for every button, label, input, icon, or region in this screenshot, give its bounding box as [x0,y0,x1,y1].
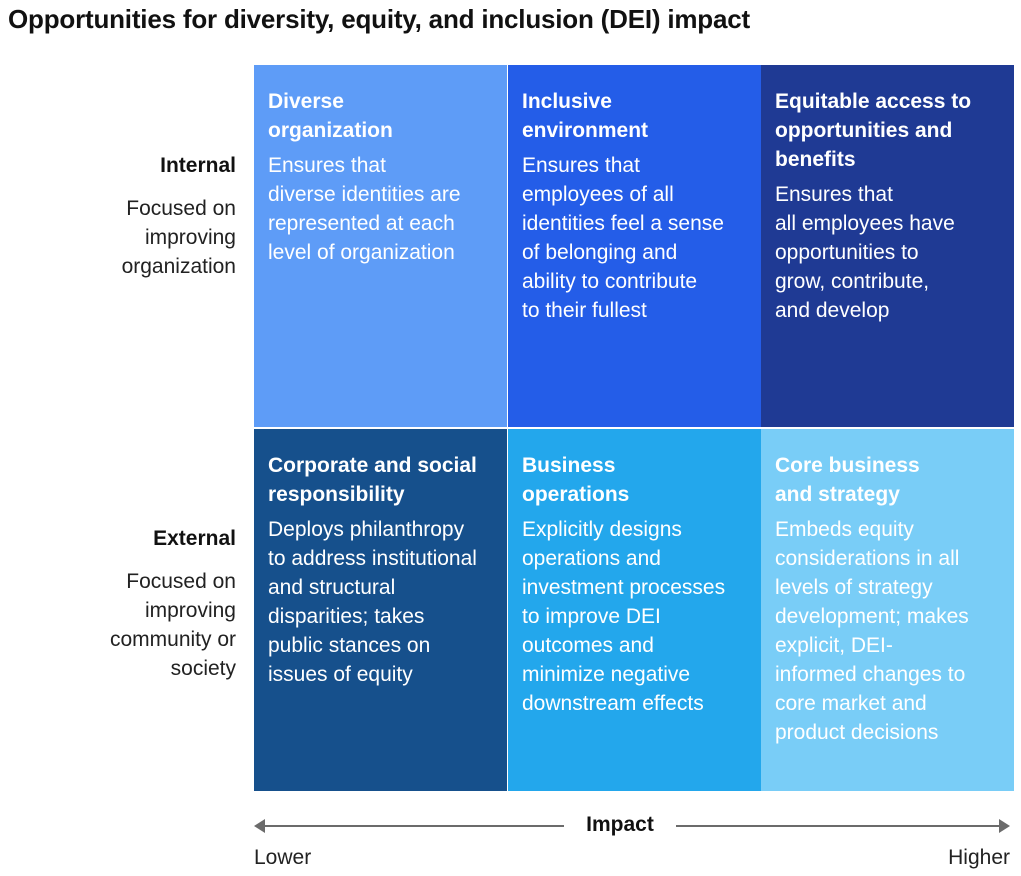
cell-title-line: Equitable access to [775,90,972,113]
cell-description-line: identities feel a sense [522,212,724,235]
cell-description-line: investment processes [522,576,726,599]
cell-description: Ensures that all employees have opportunit… [775,180,1002,325]
cell-description-line: opportunities to [775,241,919,264]
cell-title-line: Business [522,454,616,477]
row-label-internal-title: Internal [160,154,236,177]
cell-description-line: level of organization [268,241,455,264]
cell-corporate-social-responsibility: Corporate and social responsibility Deplo… [254,429,507,791]
cell-title: Diverse organization [268,87,495,145]
cell-title: Business operations [522,451,749,509]
cell-title-line: opportunities and [775,119,953,142]
row-label-external-line: community or [109,628,236,651]
cell-title-line: benefits [775,148,856,171]
cell-business-operations: Business operations Explicitly designs ope… [508,429,761,791]
cell-description-line: public stances on [268,634,431,657]
impact-axis: Impact [254,810,1010,840]
cell-title-line: environment [522,119,649,142]
cell-title-line: organization [268,119,393,142]
cell-description-line: disparities; takes [268,605,425,628]
row-label-internal-line: Focused on [126,197,236,220]
axis-line-right [676,825,1002,827]
cell-title: Corporate and social responsibility [268,451,495,509]
cell-title-line: operations [522,483,630,506]
row-label-internal-line: organization [121,255,236,278]
cell-title: Inclusive environment [522,87,749,145]
cell-description-line: considerations in all [775,547,960,570]
row-label-internal-line: improving [144,226,236,249]
row-label-external-title: External [153,527,236,550]
cell-description-line: operations and [522,547,661,570]
cell-description-line: core market and [775,692,927,715]
cell-description-line: and develop [775,299,890,322]
cell-description: Deploys philanthropy to address instituti… [268,515,495,689]
cell-description-line: levels of strategy [775,576,933,599]
cell-description-line: explicit, DEI- [775,634,893,657]
diagram-title: Opportunities for diversity, equity, and… [8,4,750,34]
cell-description-line: to improve DEI [522,605,661,628]
cell-description-line: Deploys philanthropy [268,518,465,541]
cell-description-line: Ensures that [522,154,640,177]
axis-label: Impact [586,813,654,836]
cell-equitable-access: Equitable access to opportunities and bene… [761,65,1014,427]
cell-description-line: Ensures that [268,154,386,177]
axis-high-label: Higher [948,846,1010,869]
cell-description-line: of belonging and [522,241,678,264]
cell-description: Embeds equity considerations in all levels… [775,515,1002,747]
cell-diverse-organization: Diverse organization Ensures that diverse … [254,65,507,427]
arrow-right-icon [999,819,1010,833]
cell-description-line: product decisions [775,721,939,744]
cell-description-line: Ensures that [775,183,893,206]
cell-description: Explicitly designs operations and investme… [522,515,749,718]
cell-description-line: to address institutional [268,547,477,570]
axis-line-left [262,825,564,827]
cell-title-line: and strategy [775,483,900,506]
cell-title-line: Diverse [268,90,344,113]
axis-low-label: Lower [254,846,312,869]
cell-description-line: outcomes and [522,634,654,657]
cell-description-line: minimize negative [522,663,691,686]
cell-description-line: employees of all [522,183,674,206]
cell-description-line: represented at each [268,212,455,235]
cell-title-line: Inclusive [522,90,612,113]
cell-description: Ensures that employees of all identities f… [522,151,749,325]
cell-title: Core business and strategy [775,451,1002,509]
arrow-left-icon [254,819,265,833]
cell-description-line: informed changes to [775,663,966,686]
row-label-internal-description: Focused on improving organization [122,194,236,281]
cell-description-line: Embeds equity [775,518,914,541]
cell-description-line: Explicitly designs [522,518,682,541]
cell-description-line: grow, contribute, [775,270,930,293]
cell-title-line: Corporate and social [268,454,477,477]
cell-description: Ensures that diverse identities are repres… [268,151,495,267]
cell-description-line: all employees have [775,212,955,235]
cell-description-line: ability to contribute [522,270,698,293]
row-label-external-description: Focused on improving community or societ… [110,567,236,683]
cell-inclusive-environment: Inclusive environment Ensures that employe… [508,65,761,427]
cell-title: Equitable access to opportunities and bene… [775,87,1002,174]
cell-description-line: to their fullest [522,299,647,322]
cell-title-line: Core business [775,454,920,477]
cell-core-business-strategy: Core business and strategy Embeds equity c… [761,429,1014,791]
cell-description-line: issues of equity [268,663,413,686]
row-label-internal: Internal Focused on improving organizati… [122,151,236,281]
row-label-external-line: Focused on [126,570,236,593]
cell-description-line: development; makes [775,605,969,628]
cell-description-line: downstream effects [522,692,704,715]
row-label-external: External Focused on improving community … [110,524,236,683]
dei-matrix: Diverse organization Ensures that diverse … [254,65,1014,791]
row-label-external-line: society [170,657,236,680]
cell-description-line: and structural [268,576,396,599]
row-label-external-line: improving [144,599,236,622]
cell-title-line: responsibility [268,483,405,506]
cell-description-line: diverse identities are [268,183,461,206]
